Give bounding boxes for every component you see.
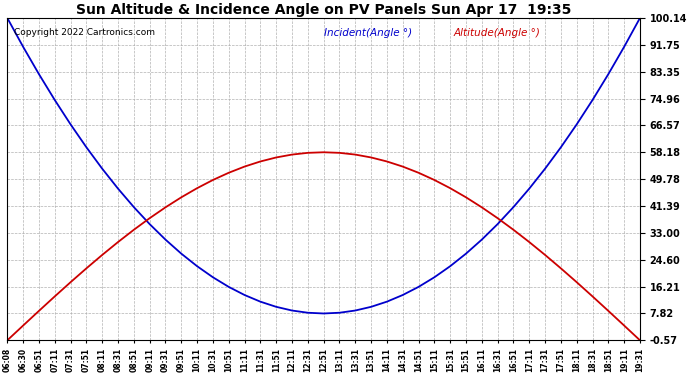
- Title: Sun Altitude & Incidence Angle on PV Panels Sun Apr 17  19:35: Sun Altitude & Incidence Angle on PV Pan…: [76, 3, 571, 17]
- Text: Copyright 2022 Cartronics.com: Copyright 2022 Cartronics.com: [14, 28, 155, 37]
- Text: Incident(Angle °): Incident(Angle °): [324, 28, 412, 38]
- Text: Altitude(Angle °): Altitude(Angle °): [453, 28, 540, 38]
